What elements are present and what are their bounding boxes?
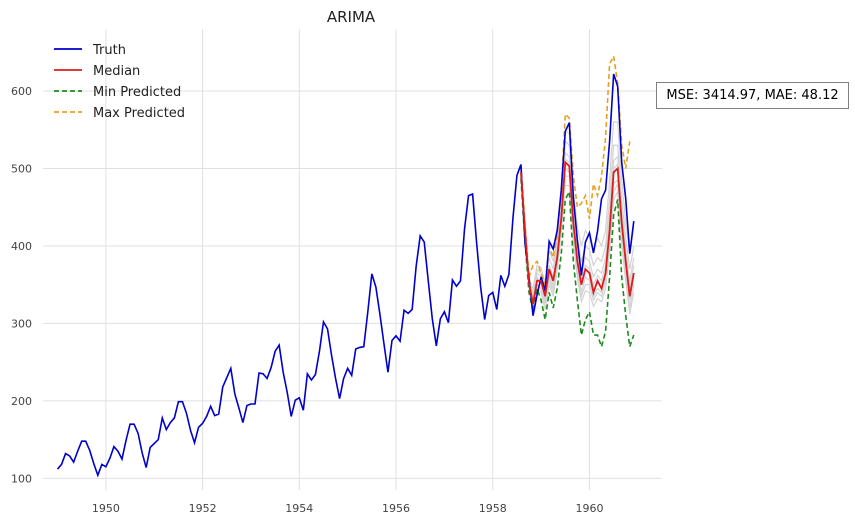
chart-title: ARIMA <box>327 8 376 26</box>
max-predicted-line <box>520 53 631 285</box>
truth-line <box>56 73 635 478</box>
median-line <box>520 160 635 305</box>
y-tick-label: 600 <box>11 85 32 98</box>
x-tick-label: 1954 <box>285 502 313 515</box>
x-tick-label: 1950 <box>92 502 120 515</box>
sample-path-line <box>520 171 635 315</box>
y-tick-label: 200 <box>11 395 32 408</box>
legend-max-predicted-label: Max Predicted <box>93 106 185 121</box>
legend-min-predicted-label: Min Predicted <box>93 85 181 100</box>
metrics-annotation: MSE: 3414.97, MAE: 48.12 <box>656 82 849 109</box>
legend-truth-label: Truth <box>92 43 126 58</box>
legend-truth: Truth <box>54 43 126 58</box>
legend-median: Median <box>54 64 140 79</box>
legend-median-label: Median <box>93 64 140 79</box>
y-tick-label: 300 <box>11 317 32 330</box>
x-tick-label: 1952 <box>189 502 217 515</box>
x-tick-label: 1960 <box>575 502 603 515</box>
x-tick-label: 1956 <box>382 502 410 515</box>
min-predicted-line <box>520 178 635 350</box>
y-tick-label: 400 <box>11 240 32 253</box>
legend-max-predicted: Max Predicted <box>54 106 185 121</box>
axis-tick-labels: 1950 1952 1954 1956 1958 1960 100 200 300 400 500 6… <box>11 85 603 515</box>
x-tick-label: 1958 <box>479 502 507 515</box>
sample-paths <box>520 121 635 315</box>
y-tick-label: 500 <box>11 162 32 175</box>
legend: Truth Median Min Predicted Max Predicted <box>54 43 185 121</box>
metrics-text: MSE: 3414.97, MAE: 48.12 <box>666 88 839 103</box>
legend-min-predicted: Min Predicted <box>54 85 181 100</box>
series-lines <box>56 53 635 478</box>
sample-path-line <box>520 151 635 299</box>
y-tick-label: 100 <box>11 472 32 485</box>
